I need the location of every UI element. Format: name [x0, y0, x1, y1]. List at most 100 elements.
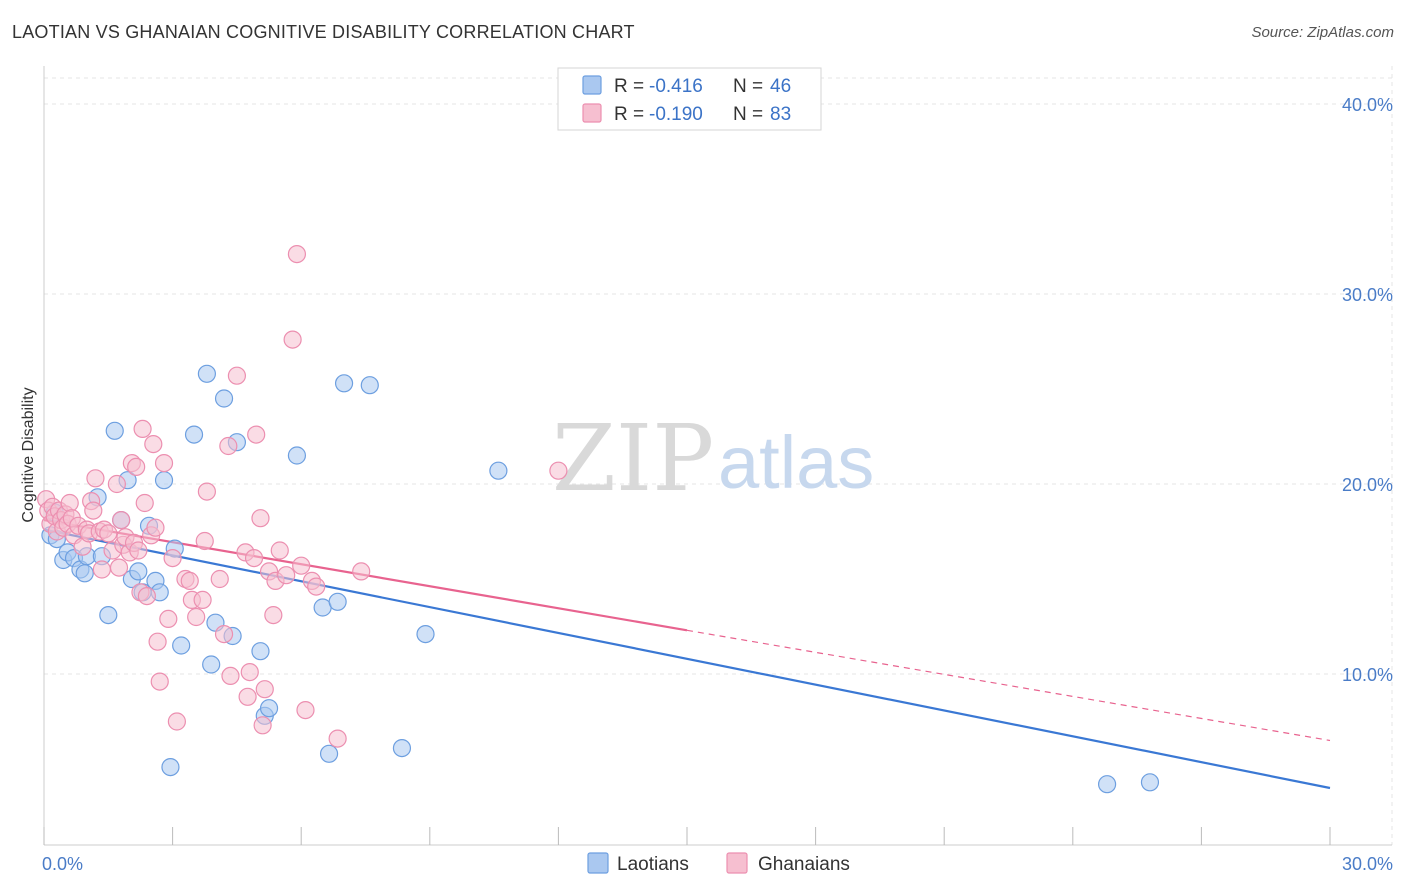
- trend-line-laotians: [43, 528, 1331, 790]
- point-ghanaians: [133, 419, 152, 438]
- point-ghanaians: [154, 454, 174, 473]
- legend-n-value-laotians: 46: [770, 76, 791, 97]
- point-ghanaians: [270, 541, 289, 560]
- series-legend-label-laotians: Laotians: [617, 854, 689, 875]
- point-ghanaians: [86, 469, 105, 488]
- legend-n-label-laotians: N =: [733, 76, 763, 97]
- x-tick-label: 0.0%: [42, 854, 83, 874]
- point-laotians: [1097, 775, 1117, 794]
- point-ghanaians: [255, 680, 274, 699]
- legend-n-label-ghanaians: N =: [733, 104, 763, 125]
- point-ghanaians: [219, 436, 238, 456]
- point-ghanaians: [240, 662, 259, 682]
- point-ghanaians: [227, 366, 246, 385]
- point-ghanaians: [283, 330, 302, 349]
- point-ghanaians: [187, 607, 206, 627]
- point-ghanaians: [180, 571, 199, 591]
- point-ghanaians: [92, 560, 111, 579]
- point-ghanaians: [251, 509, 270, 528]
- point-laotians: [99, 605, 118, 625]
- point-laotians: [489, 461, 508, 480]
- point-ghanaians: [221, 666, 240, 686]
- stats-legend: R = -0.416 N = 46 R = -0.190 N = 83: [557, 67, 822, 131]
- point-ghanaians: [214, 624, 234, 644]
- point-laotians: [416, 624, 435, 644]
- series-legend-swatch-laotians: [587, 852, 609, 874]
- point-laotians: [319, 744, 339, 763]
- point-laotians: [259, 699, 279, 718]
- point-ghanaians: [107, 474, 126, 494]
- point-ghanaians: [238, 687, 257, 706]
- legend-r-label-laotians: R =: [614, 76, 644, 97]
- point-ghanaians: [167, 712, 186, 731]
- point-ghanaians: [109, 558, 129, 577]
- chart-title: LAOTIAN VS GHANAIAN COGNITIVE DISABILITY…: [12, 22, 635, 42]
- point-ghanaians: [247, 425, 266, 444]
- point-ghanaians: [352, 562, 371, 581]
- point-laotians: [360, 376, 379, 395]
- legend-r-value-ghanaians: -0.190: [649, 104, 703, 125]
- point-ghanaians: [195, 531, 214, 551]
- point-ghanaians: [197, 482, 216, 501]
- point-ghanaians: [193, 590, 212, 610]
- y-tick-label: 30.0%: [1342, 285, 1393, 305]
- point-ghanaians: [84, 501, 103, 520]
- legend-r-value-laotians: -0.416: [649, 76, 703, 97]
- point-ghanaians: [150, 672, 169, 691]
- x-tick-labels: 0.0% 30.0%: [42, 854, 1393, 874]
- series-legend: Laotians Ghanaians: [587, 852, 850, 875]
- point-ghanaians: [244, 548, 264, 568]
- trend-lines: [43, 519, 1331, 790]
- point-laotians: [328, 592, 347, 611]
- point-ghanaians: [264, 605, 283, 625]
- series-legend-swatch-ghanaians: [726, 852, 748, 874]
- point-laotians: [202, 655, 221, 674]
- point-laotians: [1140, 773, 1160, 792]
- point-ghanaians: [135, 493, 154, 513]
- y-axis-label: Cognitive Disability: [20, 387, 37, 522]
- axes: [43, 66, 1392, 846]
- legend-r-label-ghanaians: R =: [614, 104, 644, 125]
- point-laotians: [251, 642, 270, 661]
- point-laotians: [287, 446, 307, 465]
- y-tick-labels: 10.0% 20.0% 30.0% 40.0%: [1342, 95, 1393, 685]
- point-ghanaians: [127, 457, 146, 476]
- watermark-zip: ZIP: [552, 405, 714, 512]
- series-legend-label-ghanaians: Ghanaians: [758, 854, 850, 875]
- grid-lines: [44, 66, 1393, 845]
- y-tick-label: 20.0%: [1342, 475, 1393, 495]
- point-ghanaians: [148, 632, 167, 651]
- point-ghanaians: [307, 577, 326, 596]
- point-ghanaians: [277, 566, 296, 585]
- stats-legend-box: [557, 67, 822, 131]
- point-ghanaians: [210, 569, 229, 589]
- point-laotians: [184, 425, 204, 444]
- point-laotians: [129, 562, 148, 581]
- point-ghanaians: [99, 524, 118, 543]
- point-ghanaians: [112, 510, 131, 530]
- point-laotians: [392, 738, 412, 758]
- point-ghanaians: [159, 609, 178, 629]
- point-laotians: [75, 564, 94, 583]
- point-laotians: [334, 374, 354, 393]
- point-ghanaians: [137, 586, 156, 606]
- legend-swatch-laotians: [582, 75, 602, 95]
- point-ghanaians: [60, 493, 79, 513]
- point-ghanaians: [296, 700, 315, 720]
- source-credit: Source: ZipAtlas.com: [1251, 24, 1394, 41]
- legend-swatch-ghanaians: [582, 103, 602, 123]
- point-ghanaians: [328, 729, 347, 748]
- trend-line-extension-ghanaians: [686, 629, 1331, 742]
- y-tick-label: 10.0%: [1342, 665, 1393, 685]
- y-tick-label: 40.0%: [1342, 95, 1393, 115]
- point-ghanaians: [144, 435, 163, 454]
- point-ghanaians: [129, 541, 148, 560]
- x-tick-label: 30.0%: [1342, 854, 1393, 874]
- watermark: ZIP atlas: [552, 405, 874, 512]
- data-points: [37, 245, 1160, 794]
- point-ghanaians: [549, 461, 568, 480]
- point-laotians: [214, 389, 234, 408]
- point-laotians: [154, 471, 174, 490]
- watermark-atlas: atlas: [718, 421, 874, 504]
